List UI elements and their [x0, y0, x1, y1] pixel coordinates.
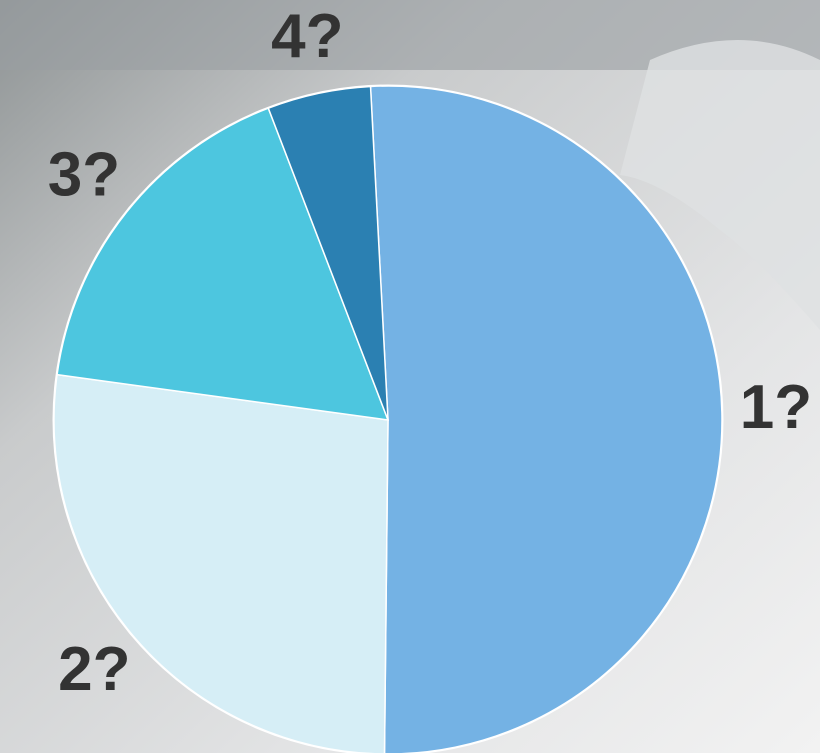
slice-label: 2? — [58, 635, 130, 704]
pie-slice — [369, 85, 723, 753]
pie-slice — [56, 107, 390, 421]
background-figure — [620, 40, 820, 330]
pie-slice — [53, 373, 389, 753]
slice-label: 4? — [271, 2, 343, 71]
pie-slice — [267, 85, 389, 421]
slice-label: 1? — [740, 373, 812, 442]
slice-label: 3? — [48, 140, 120, 209]
